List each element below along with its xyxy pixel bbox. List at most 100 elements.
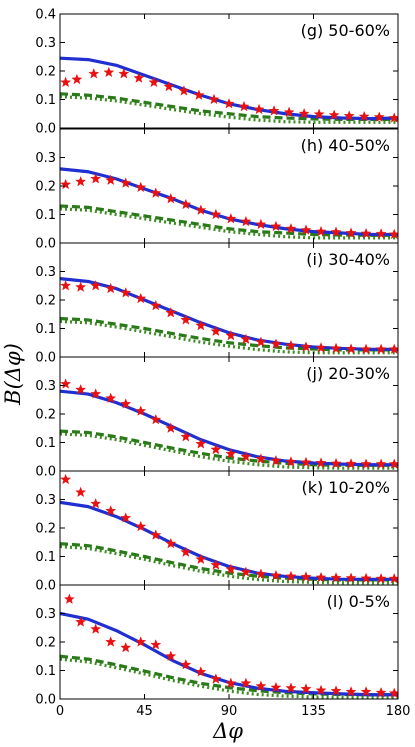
panel-label: (h) 40-50% [301, 136, 390, 155]
data-point-star [135, 636, 147, 647]
data-point-star [150, 299, 162, 311]
data-point-star [255, 218, 267, 230]
data-point-star [300, 683, 312, 694]
data-point-star [373, 111, 385, 122]
panel-plot-area [60, 167, 398, 240]
y-tick-label: 0.2 [35, 522, 56, 537]
series-line-dotted [60, 657, 398, 699]
panel-plot-area [60, 593, 398, 699]
y-tick-label: 0.2 [35, 180, 56, 195]
series-line-dashed [60, 654, 398, 697]
data-point-star [360, 227, 372, 239]
data-point-star [88, 68, 100, 79]
data-point-star [270, 569, 282, 581]
y-tick-label: 0.1 [35, 322, 56, 337]
data-point-star [133, 72, 145, 83]
series-line-dotted [60, 207, 398, 240]
data-point-star [345, 686, 357, 697]
data-point-star [75, 281, 87, 292]
y-tick-label: 0.0 [35, 122, 56, 137]
data-point-star [285, 339, 297, 351]
series-line-solid [60, 389, 398, 467]
data-point-star [270, 681, 282, 693]
data-point-star [163, 80, 175, 92]
data-point-star [360, 458, 372, 469]
data-point-star [180, 659, 192, 670]
y-tick-label: 0.3 [35, 36, 56, 51]
series-line-solid [60, 56, 398, 121]
data-point-star [315, 457, 327, 468]
panel-0: 0.0 0.1 0.2 0.3 0.4 (g) 50-60% [35, 8, 399, 137]
data-point-star [60, 178, 72, 190]
data-point-star [71, 73, 83, 85]
data-point-star [358, 110, 370, 122]
series-line-dotted [60, 544, 398, 585]
data-point-star [105, 636, 117, 647]
y-tick-label: 0.0 [35, 351, 56, 366]
y-tick-label: 0.1 [35, 208, 56, 223]
data-point-star [75, 175, 87, 187]
data-point-star [375, 686, 387, 698]
data-point-star [180, 314, 192, 325]
data-point-star [360, 572, 372, 584]
data-point-star [165, 650, 177, 661]
series-line-solid [60, 277, 398, 351]
data-point-star [253, 103, 265, 115]
data-point-star [210, 673, 222, 684]
data-point-star [195, 319, 207, 331]
x-tick-label: 45 [136, 704, 153, 719]
data-point-star [210, 443, 222, 455]
data-point-star [343, 110, 355, 121]
data-point-star [300, 224, 312, 235]
data-point-star [225, 563, 237, 574]
data-point-star [345, 343, 357, 354]
data-point-star [375, 572, 387, 584]
data-point-star [223, 98, 235, 109]
data-point-star [315, 225, 327, 237]
data-point-star [375, 458, 387, 469]
panel-4: 0.0 0.1 0.2 0.3 (k) 10-20% [35, 470, 399, 594]
data-point-star [120, 641, 132, 653]
data-point-star [90, 498, 102, 509]
series-line-dotted [60, 95, 398, 124]
data-point-star [345, 227, 357, 238]
data-point-star [375, 228, 387, 239]
data-point-star [165, 307, 177, 318]
data-point-star [210, 559, 222, 570]
data-point-star [345, 458, 357, 469]
y-tick-label: 0.0 [35, 465, 56, 480]
data-point-star [225, 213, 237, 224]
data-point-star [195, 666, 207, 677]
data-point-star [270, 454, 282, 466]
data-point-star [105, 392, 117, 403]
y-tick-label: 0.1 [35, 436, 56, 451]
data-point-star [330, 685, 342, 696]
data-point-star [135, 520, 147, 532]
panel-label: (i) 30-40% [306, 250, 390, 269]
data-point-star [150, 529, 162, 540]
y-tick-label: 0.1 [35, 93, 56, 108]
data-point-star [60, 473, 72, 485]
panel-2: 0.0 0.1 0.2 0.3 (i) 30-40% [35, 242, 399, 366]
data-point-star [60, 76, 72, 88]
data-point-star [165, 537, 177, 549]
panel-plot-area [60, 473, 398, 585]
data-point-star [255, 680, 267, 691]
data-point-star [195, 204, 207, 215]
x-tick-label: 0 [56, 704, 64, 719]
data-point-star [328, 109, 340, 120]
data-point-star [225, 329, 237, 341]
data-point-star [120, 287, 132, 298]
data-point-star [75, 616, 87, 627]
panel-5: 0.0 0.1 0.2 0.3 (l) 0-5% [35, 584, 399, 708]
data-point-star [255, 568, 267, 579]
panel-3: 0.0 0.1 0.2 0.3 (j) 20-30% [35, 356, 399, 480]
y-tick-label: 0.2 [35, 294, 56, 309]
data-point-star [150, 187, 162, 198]
data-point-star [240, 677, 252, 688]
data-point-star [225, 677, 237, 688]
data-point-star [315, 684, 327, 696]
data-point-star [268, 105, 280, 116]
data-point-star [238, 100, 250, 112]
data-point-star [360, 686, 372, 697]
